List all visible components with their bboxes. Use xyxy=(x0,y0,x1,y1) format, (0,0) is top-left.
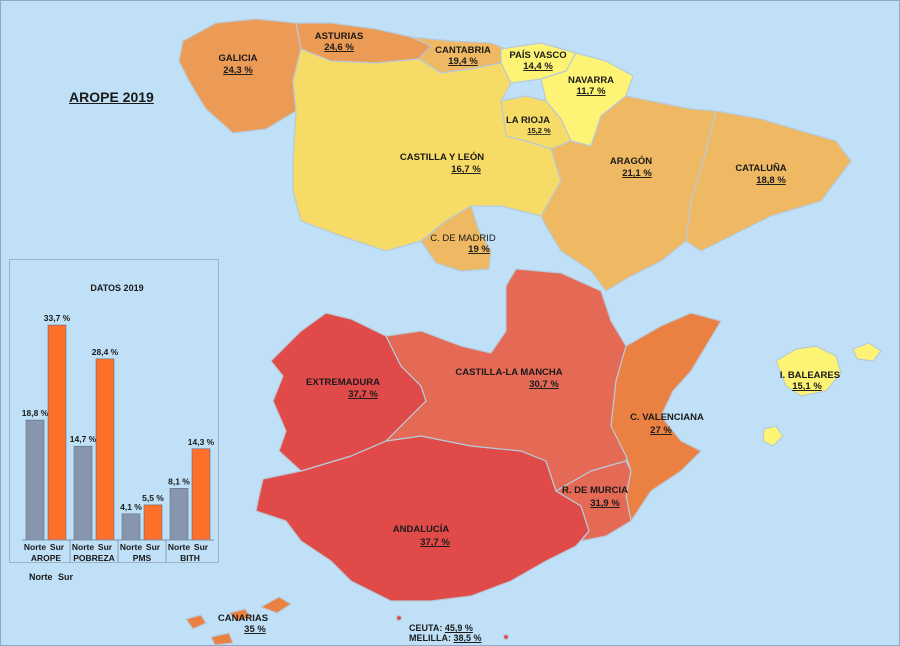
bar-chart: DATOS 2019 18,8 % 33,7 % 14,7 % 28,4 % 4,1 %… xyxy=(22,283,215,562)
label-baleares-name: I. BALEARES xyxy=(780,370,840,381)
label-pais-vasco-value: 14,4 % xyxy=(523,61,553,72)
label-andalucia-value: 37,7 % xyxy=(420,537,450,548)
region-baleares-menorca[interactable] xyxy=(852,342,882,362)
ceuta-label: CEUTA: xyxy=(409,623,443,633)
label-canarias-name: CANARIAS xyxy=(218,613,268,624)
ceuta-row: CEUTA: 45,9 % xyxy=(409,623,482,633)
data-chart-panel: DATOS 2019 18,8 % 33,7 % 14,7 % 28,4 % 4,1 %… xyxy=(9,259,219,563)
bar-norte-pobreza xyxy=(73,445,93,541)
subcategory-tick-label: Norte xyxy=(72,542,94,552)
region-baleares[interactable] xyxy=(775,345,842,397)
bars-layer: 18,8 % 33,7 % 14,7 % 28,4 % 4,1 %5,5 % 8,1 % 1… xyxy=(22,313,215,541)
bar-value-label: 5,5 % xyxy=(142,493,164,503)
region-baleares-ibiza[interactable] xyxy=(762,425,784,447)
category-tick-label: POBREZA xyxy=(73,553,115,562)
label-madrid-name: C. DE MADRID xyxy=(430,233,496,244)
chart-legend: Norte Sur xyxy=(29,572,76,582)
subcategory-tick-label: Norte xyxy=(120,542,142,552)
bar-norte-bith xyxy=(169,488,189,541)
region-valenciana[interactable] xyxy=(610,312,722,522)
bar-sur-bith xyxy=(191,448,211,541)
melilla-value: 38,5 % xyxy=(453,633,482,643)
subcategory-tick-label: Norte xyxy=(24,542,46,552)
label-navarra-name: NAVARRA xyxy=(568,75,614,86)
region-melilla[interactable] xyxy=(502,633,510,641)
label-castilla-la-mancha-value: 30,7 % xyxy=(529,379,559,390)
label-murcia-value: 31,9 % xyxy=(590,498,620,509)
label-valenciana-value: 27 % xyxy=(650,425,672,436)
region-aragon[interactable] xyxy=(540,95,717,292)
region-labels: GALICIA 24,3 % ASTURIAS 24,6 % CANTABRIA… xyxy=(218,31,840,635)
melilla-row: MELILLA: 38,5 % xyxy=(409,633,482,643)
bar-sur-arope xyxy=(47,324,67,541)
label-aragon-value: 21,1 % xyxy=(622,168,652,179)
label-asturias-name: ASTURIAS xyxy=(315,31,364,42)
label-castilla-leon-value: 16,7 % xyxy=(451,164,481,175)
label-murcia-name: R. DE MURCIA xyxy=(562,485,628,496)
label-extremadura-value: 37,7 % xyxy=(348,389,378,400)
region-madrid[interactable] xyxy=(420,205,492,272)
subcategory-tick-label: Sur xyxy=(98,542,113,552)
legend-sur: Sur xyxy=(58,572,74,582)
ceuta-value: 45,9 % xyxy=(444,623,473,633)
label-castilla-la-mancha-name: CASTILLA-LA MANCHA xyxy=(455,367,562,378)
legend-norte: Norte xyxy=(29,572,53,582)
bar-sur-pms xyxy=(143,504,163,541)
region-galicia[interactable] xyxy=(178,18,302,134)
region-canarias[interactable] xyxy=(185,596,292,645)
label-asturias-value: 24,6 % xyxy=(324,42,354,53)
bar-value-label: 8,1 % xyxy=(168,476,190,486)
label-cataluna-name: CATALUÑA xyxy=(735,163,786,174)
label-la-rioja-value: 15,2 % xyxy=(527,126,551,135)
label-cantabria-name: CANTABRIA xyxy=(435,45,491,56)
bar-value-label: 14,7 % xyxy=(70,434,97,444)
category-tick-label: BITH xyxy=(180,553,200,562)
bar-value-label: 14,3 % xyxy=(188,437,215,447)
category-tick-label: AROPE xyxy=(31,553,62,562)
melilla-label: MELILLA: xyxy=(409,633,451,643)
subcategory-tick-label: Sur xyxy=(50,542,65,552)
label-baleares-value: 15,1 % xyxy=(792,381,822,392)
subcategory-tick-label: Norte xyxy=(168,542,190,552)
label-madrid-value: 19 % xyxy=(468,244,490,255)
label-pais-vasco-name: PAÍS VASCO xyxy=(509,50,566,61)
category-tick-label: PMS xyxy=(133,553,152,562)
bar-value-label: 4,1 % xyxy=(120,502,142,512)
label-la-rioja-name: LA RIOJA xyxy=(506,115,550,126)
map-title: AROPE 2019 xyxy=(69,89,154,105)
label-galicia-value: 24,3 % xyxy=(223,65,253,76)
chart-title: DATOS 2019 xyxy=(90,283,143,293)
label-navarra-value: 11,7 % xyxy=(576,86,606,97)
label-galicia-name: GALICIA xyxy=(218,53,257,64)
label-aragon-name: ARAGÓN xyxy=(610,155,652,167)
label-cantabria-value: 19,4 % xyxy=(448,56,478,67)
region-ceuta[interactable] xyxy=(395,614,403,622)
bar-norte-pms xyxy=(121,513,141,541)
region-cataluna[interactable] xyxy=(685,110,852,252)
label-valenciana-name: C. VALENCIANA xyxy=(630,412,704,423)
label-andalucia-name: ANDALUCÍA xyxy=(393,524,450,535)
region-murcia[interactable] xyxy=(555,460,632,542)
bar-value-label: 18,8 % xyxy=(22,408,49,418)
label-cataluna-value: 18,8 % xyxy=(756,175,786,186)
subcategory-tick-label: Sur xyxy=(146,542,161,552)
label-castilla-leon-name: CASTILLA Y LEÓN xyxy=(400,151,484,163)
label-canarias-value: 35 % xyxy=(244,624,266,635)
bar-sur-pobreza xyxy=(95,358,115,541)
bar-value-label: 28,4 % xyxy=(92,347,119,357)
bar-value-label: 33,7 % xyxy=(44,313,71,323)
bar-norte-arope xyxy=(25,419,45,541)
ceuta-melilla-block: CEUTA: 45,9 % MELILLA: 38,5 % xyxy=(409,623,482,643)
label-extremadura-name: EXTREMADURA xyxy=(306,377,380,388)
subcategory-tick-label: Sur xyxy=(194,542,209,552)
